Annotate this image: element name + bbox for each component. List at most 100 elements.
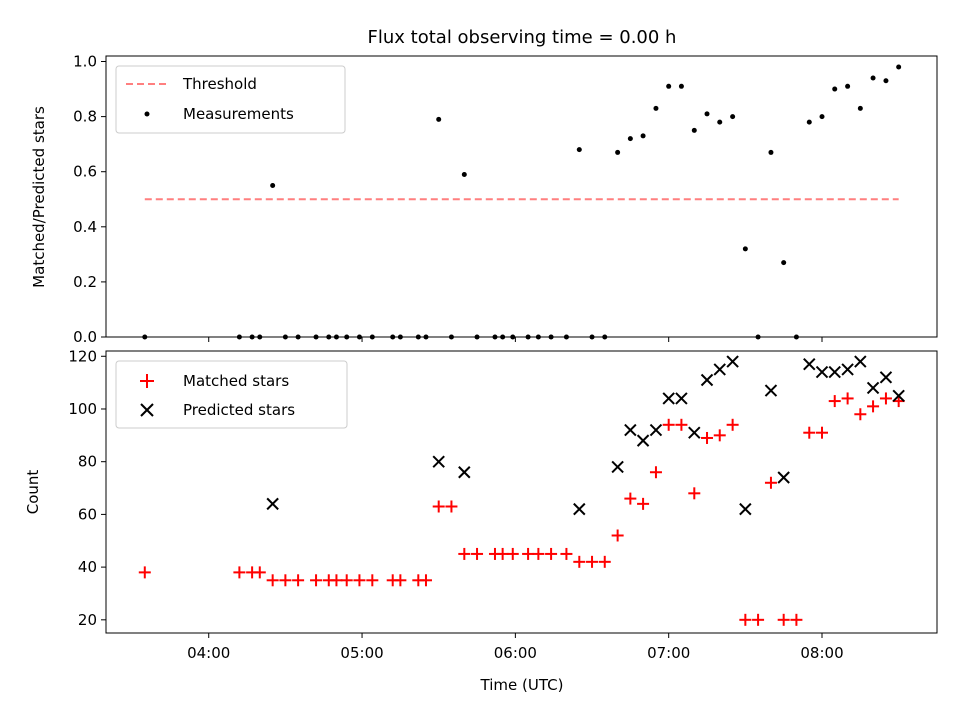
matched-point <box>506 547 519 560</box>
top-y-ticks: 0.0 0.2 0.4 0.6 0.8 1.0 <box>73 53 106 346</box>
top-y-axis-label: Matched/Predicted stars <box>30 106 48 288</box>
top-y-tick-label: 0.6 <box>73 163 97 181</box>
matched-point <box>879 392 892 405</box>
matched-point <box>310 574 323 587</box>
matched-point <box>445 500 458 513</box>
measurement-point <box>717 119 723 125</box>
predicted-point <box>649 423 663 437</box>
predicted-point <box>458 466 471 479</box>
bottom-y-tick-label: 80 <box>78 453 97 471</box>
top-legend: Threshold Measurements <box>115 65 346 134</box>
measurement-point <box>436 116 442 122</box>
predicted-point <box>573 502 586 516</box>
predicted-point <box>739 502 752 516</box>
bottom-y-axis-label: Count <box>24 470 42 515</box>
measurement-point <box>270 182 276 188</box>
matched-point <box>458 547 471 560</box>
matched-point <box>432 500 445 513</box>
matched-point <box>366 574 379 587</box>
bottom-y-tick-label: 120 <box>68 347 97 365</box>
bottom-x-tick-label: 04:00 <box>187 644 230 662</box>
matched-point <box>496 547 509 560</box>
bottom-x-tick-label: 08:00 <box>800 644 843 662</box>
top-legend-box <box>115 65 346 134</box>
matched-point <box>828 395 841 408</box>
top-y-tick-label: 0.0 <box>73 328 97 346</box>
measurement-point <box>819 114 825 120</box>
matched-point <box>598 555 611 568</box>
predicted-point <box>841 363 854 376</box>
matched-point <box>394 574 407 587</box>
matched-point <box>340 574 353 587</box>
legend-matched-swatch <box>140 374 154 388</box>
bottom-y-tick-label: 60 <box>78 505 97 523</box>
matched-point <box>522 547 535 560</box>
matched-point <box>545 547 558 560</box>
legend-threshold-label: Threshold <box>182 75 257 93</box>
matched-point <box>353 574 366 587</box>
measurement-point <box>704 111 710 117</box>
matched-point <box>233 566 246 579</box>
matched-point <box>816 426 829 439</box>
legend-predicted-label: Predicted stars <box>183 401 295 419</box>
matched-point <box>649 466 662 479</box>
measurement-point <box>627 136 633 142</box>
bottom-y-tick-label: 100 <box>68 400 97 418</box>
top-y-tick-label: 0.4 <box>73 218 97 236</box>
matched-point <box>586 555 599 568</box>
measurement-point <box>768 149 774 155</box>
bottom-y-ticks: 20 40 60 80 100 120 <box>68 347 106 629</box>
measurement-point <box>781 260 787 266</box>
matched-point <box>573 555 586 568</box>
top-plot-frame <box>105 55 938 338</box>
predicted-point <box>688 426 701 439</box>
measurement-point <box>678 83 684 89</box>
measurement-point <box>883 78 889 84</box>
top-y-tick-label: 1.0 <box>73 53 97 71</box>
matched-point <box>688 487 701 500</box>
matched-point <box>867 400 880 413</box>
matched-point <box>854 408 867 421</box>
predicted-point <box>815 365 829 379</box>
measurement-point <box>615 149 621 155</box>
matched-point <box>611 529 624 542</box>
measurement-point <box>857 105 863 111</box>
matched-point <box>637 497 650 510</box>
predicted-point <box>879 371 893 384</box>
matched-point <box>253 566 266 579</box>
top-marks <box>142 64 902 340</box>
measurement-point <box>640 133 646 139</box>
bottom-legend-box <box>115 360 348 429</box>
predicted-point <box>611 460 624 474</box>
measurement-point <box>653 105 659 111</box>
chart-title: Flux total observing time = 0.00 h <box>368 27 677 48</box>
legend-matched-label: Matched stars <box>183 372 289 390</box>
bottom-y-tick-label: 20 <box>78 611 97 629</box>
legend-predicted-swatch <box>140 403 154 417</box>
predicted-point <box>777 471 790 484</box>
predicted-point <box>726 355 739 368</box>
legend-measurements-swatch <box>144 111 150 117</box>
matched-point <box>624 492 637 505</box>
bottom-marks <box>138 355 905 626</box>
predicted-point <box>803 357 816 371</box>
matched-point <box>532 547 545 560</box>
predicted-point <box>700 373 714 387</box>
matched-point <box>726 418 739 431</box>
matched-point <box>803 426 816 439</box>
predicted-point <box>675 392 688 405</box>
measurement-point <box>666 83 672 89</box>
measurement-point <box>742 246 748 252</box>
measurement-point <box>832 86 838 92</box>
measurement-point <box>870 75 876 81</box>
matched-point <box>419 574 432 587</box>
predicted-point <box>764 384 778 397</box>
matched-point <box>752 613 765 626</box>
matched-point <box>790 613 803 626</box>
bottom-panel: Count Time (UTC) 20 40 60 80 100 120 04:00 05:… <box>24 347 938 694</box>
predicted-point <box>266 497 279 511</box>
measurement-point <box>896 64 902 70</box>
predicted-point <box>828 365 841 379</box>
legend-measurements-label: Measurements <box>183 105 294 123</box>
